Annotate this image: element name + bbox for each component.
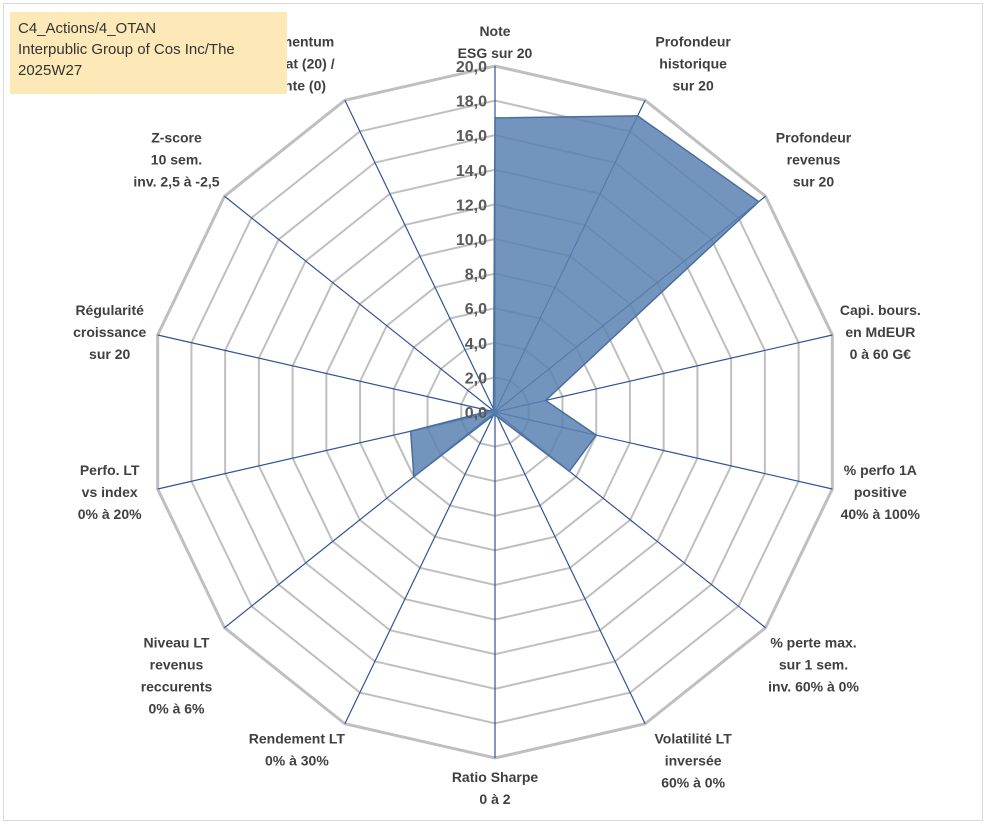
axis-label-line: sur 1 sem. [779,657,848,673]
axis-label: Ratio Sharpe 0 à 2 [452,769,539,807]
axis-label-line: Capi. bours. [840,302,921,318]
axis-label-line: Volatilité LT [654,731,732,747]
axis-label: % perte max. sur 1 sem. inv. 60% à 0% [768,635,859,695]
axis-label-line: 10 sem. [151,151,202,167]
tick-label: 0,0 [465,405,487,422]
title-line-3: 2025W27 [18,62,83,79]
tick-label: 12,0 [456,197,487,214]
axis-label-line: positive [854,484,907,500]
axis-label-line: Régularité [75,302,144,318]
axis-label-line: 0 à 2 [479,791,510,807]
chart-title-box: C4_Actions/4_OTAN Interpublic Group of C… [10,12,287,94]
axis-label: Profondeur revenus sur 20 [776,129,852,189]
tick-label: 16,0 [456,128,487,145]
axis-label-line: reccurents [141,679,213,695]
axis-label-line: revenus [150,657,204,673]
axis-label-line: % perte max. [770,635,856,651]
axis-spoke [494,411,646,724]
axis-label-line: 60% à 0% [661,775,725,791]
axis-label-line: 0% à 30% [265,753,329,769]
axis-label: Z-score 10 sem. inv. 2,5 à -2,5 [133,129,219,189]
axis-label-line: croissance [73,324,146,340]
axis-label-line: 0% à 20% [78,506,142,522]
axis-label-line: 40% à 100% [841,506,921,522]
axis-spoke [344,411,496,724]
axis-label: Volatilité LT inversée 60% à 0% [654,731,732,791]
axis-label-line: sur 20 [89,346,130,362]
axis-label-line: revenus [787,151,841,167]
axis-spoke [494,334,833,413]
title-line-2: Interpublic Group of Cos Inc/The [18,41,235,58]
title-line-1: C4_Actions/4_OTAN [18,20,157,37]
axis-label: Profondeur historique sur 20 [655,33,731,93]
axis-label-line: Profondeur [655,33,731,49]
axis-label-line: Niveau LT [144,635,210,651]
tick-label: 20,0 [456,59,487,76]
axis-label: Régularité croissance sur 20 [73,302,146,362]
axis-spoke [344,100,496,413]
axis-label-line: Z-score [151,129,202,145]
axis-label-line: Ratio Sharpe [452,769,539,785]
axis-label-line: 0% à 6% [148,701,205,717]
axis-label-line: Rendement LT [249,731,346,747]
axis-label-line: 0 à 60 G€ [850,346,912,362]
axis-label-line: Profondeur [776,129,852,145]
axis-label-line: en MdEUR [845,324,915,340]
tick-label: 18,0 [456,94,487,111]
axis-spoke [157,334,496,413]
axis-label: Perfo. LT vs index 0% à 20% [78,462,142,522]
axis-label-line: % perfo 1A [844,462,917,478]
axis-label-line: inv. 2,5 à -2,5 [133,173,219,189]
axis-label-line: inv. 60% à 0% [768,679,859,695]
axis-spoke [224,195,496,413]
tick-label: 4,0 [465,336,487,353]
axis-label-line: inversée [665,753,722,769]
axis-label: Capi. bours. en MdEUR 0 à 60 G€ [840,302,921,362]
tick-label: 2,0 [465,370,487,387]
axis-label-line: ESG sur 20 [458,45,533,61]
axis-label-line: sur 20 [793,173,834,189]
axis-label-line: Note [479,23,510,39]
tick-label: 10,0 [456,232,487,249]
axis-label: Rendement LT 0% à 30% [249,731,346,769]
axis-label: % perfo 1A positive 40% à 100% [841,462,921,522]
axis-label-line: sur 20 [672,77,713,93]
axis-label: Note ESG sur 20 [458,23,533,61]
tick-label: 14,0 [456,163,487,180]
tick-label: 6,0 [465,301,487,318]
axis-label-line: vs index [82,484,138,500]
axis-label: Niveau LT revenus reccurents 0% à 6% [141,635,213,717]
axis-label-line: historique [659,55,727,71]
tick-label: 8,0 [465,267,487,284]
axis-label-line: Perfo. LT [80,462,140,478]
